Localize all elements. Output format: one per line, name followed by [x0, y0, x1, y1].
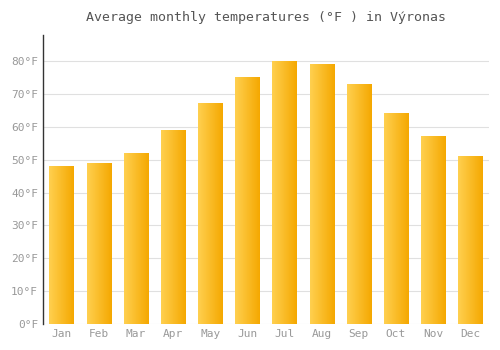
Title: Average monthly temperatures (°F ) in Výronas: Average monthly temperatures (°F ) in Vý… [86, 11, 446, 24]
